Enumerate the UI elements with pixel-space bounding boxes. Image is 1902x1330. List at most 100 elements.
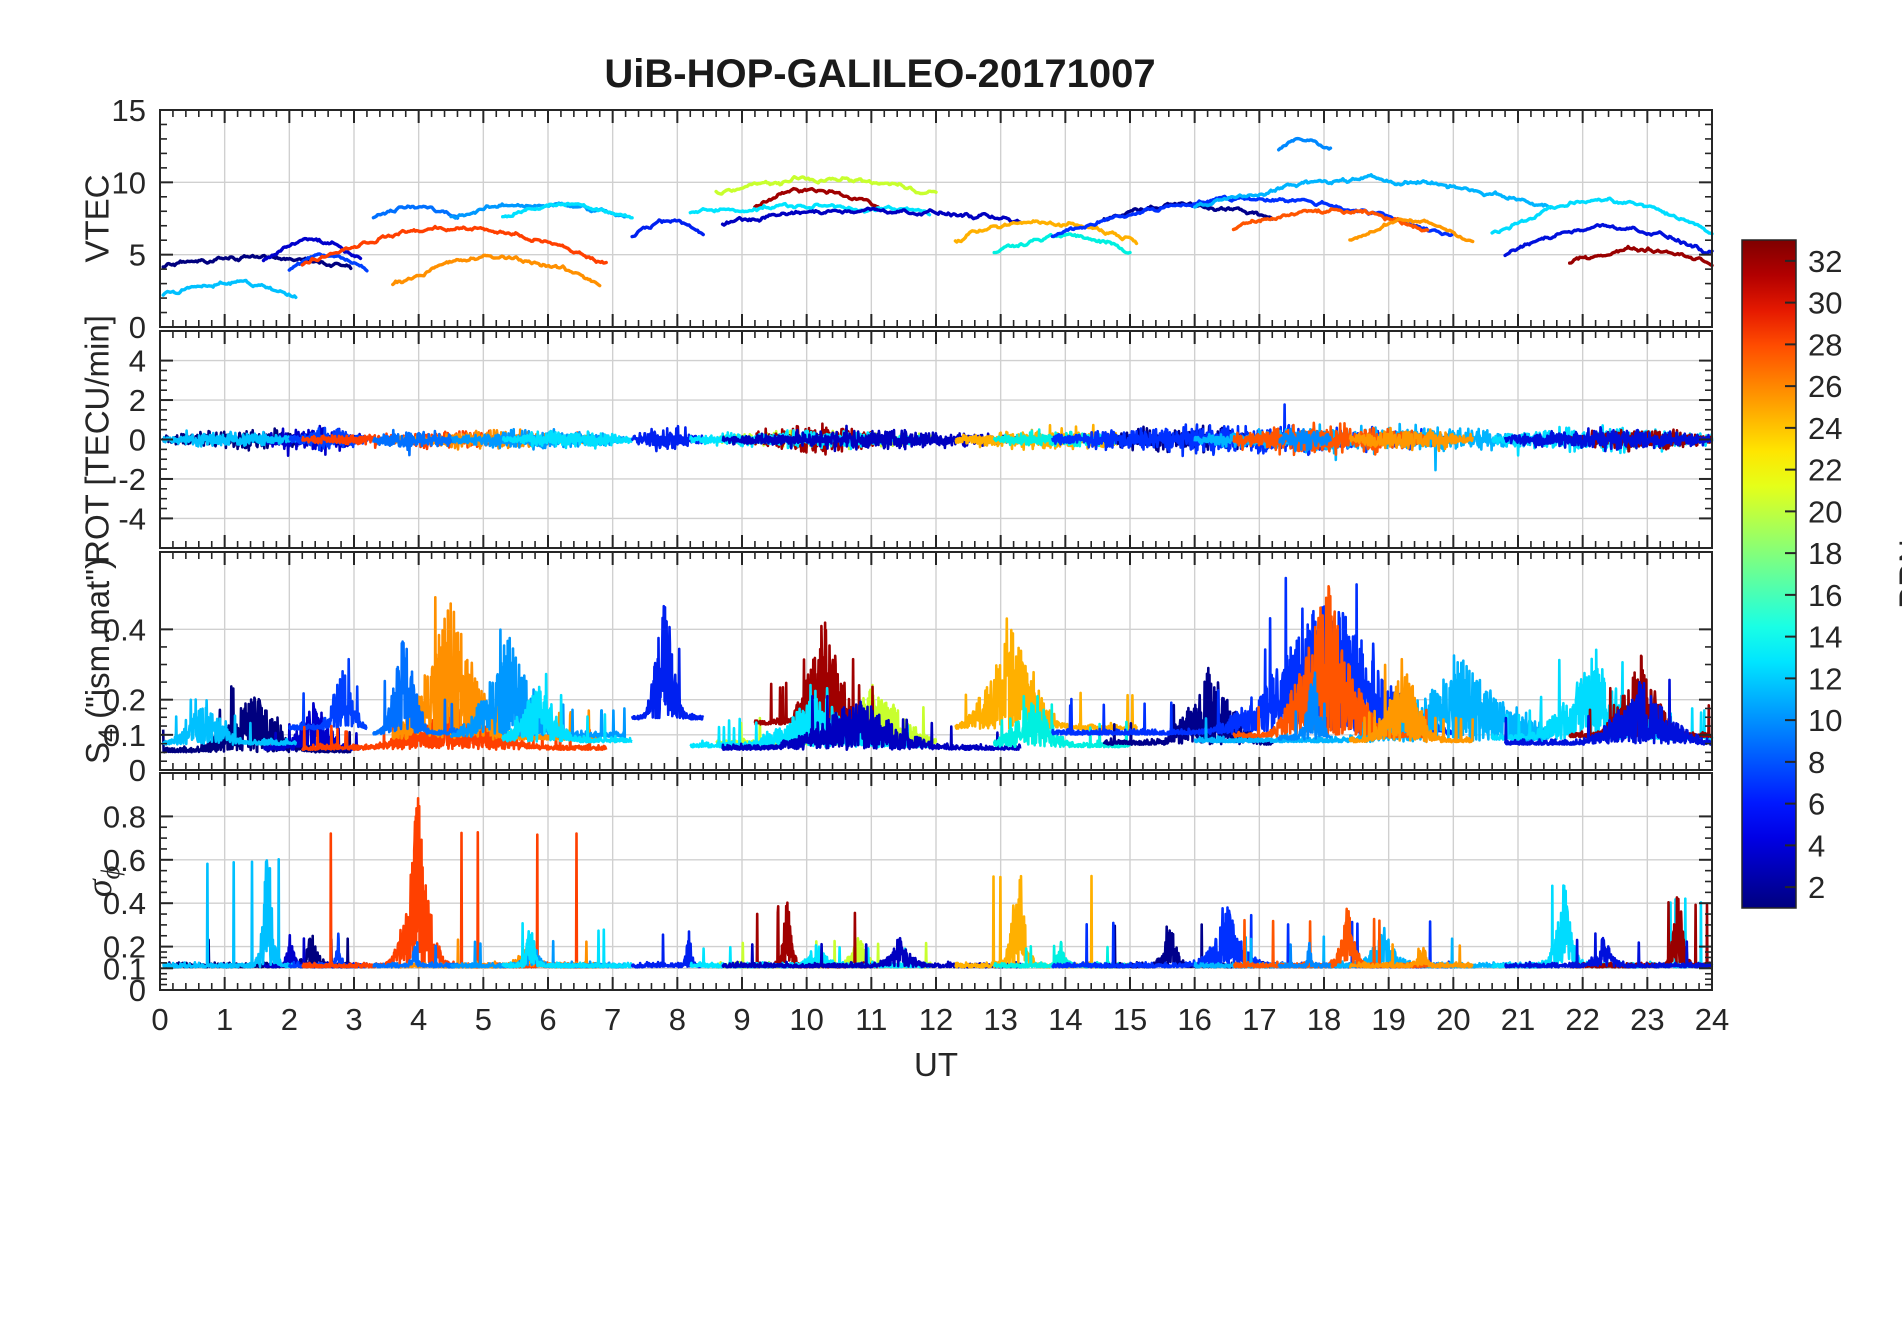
vtec-trace-prn-7	[371, 204, 460, 220]
vtec-trace-prn-22	[953, 219, 1139, 246]
gridlines	[160, 110, 1712, 990]
ytick-label-s4: 0.4	[103, 612, 146, 647]
ytick-label-rot: 0	[129, 423, 146, 458]
yaxis-label-group: VTEC	[79, 174, 116, 262]
s4-trace-prn-12	[501, 672, 633, 744]
ytick-label-sigma: 0.4	[103, 886, 146, 921]
sigma-trace-prn-4	[1504, 932, 1713, 969]
vtec-trace-prn-8	[1277, 136, 1333, 152]
colorbar-tick-label: 24	[1808, 411, 1842, 446]
colorbar-tick-label: 14	[1808, 620, 1842, 655]
vtec-trace-prn-3	[261, 236, 363, 263]
s4-trace-prn-8	[1277, 671, 1332, 741]
s4-trace-prn-4	[1503, 678, 1713, 746]
vtec-trace-prn-31	[753, 186, 880, 209]
vtec-trace-prn-12	[501, 201, 634, 220]
data-traces	[161, 136, 1714, 969]
xtick-label: 17	[1242, 1002, 1276, 1037]
ytick-label-rot: 4	[129, 344, 146, 379]
xtick-label: 13	[983, 1002, 1017, 1037]
ytick-label-s4: 0.1	[103, 718, 146, 753]
s4-trace-prn-3	[721, 694, 1022, 751]
vtec-trace-prn-2	[161, 253, 353, 271]
xtick-label: 12	[919, 1002, 953, 1037]
xtick-label: 23	[1630, 1002, 1664, 1037]
ytick-label-vtec: 10	[112, 165, 146, 200]
colorbar-tick-label: 22	[1808, 453, 1842, 488]
s4-trace-prn-2	[161, 685, 352, 754]
s4-trace-prn-7	[372, 640, 459, 736]
sigma-trace-prn-12	[501, 922, 634, 969]
rot-trace-prn-4	[1503, 426, 1714, 453]
yaxis-label-group: ROT [TECU/min]	[79, 315, 116, 564]
colorbar-tick-label: 12	[1808, 661, 1842, 696]
colorbar-label-group: PRN	[1893, 539, 1902, 609]
colorbar-tick-label: 4	[1808, 828, 1825, 863]
colorbar-tick-label: 10	[1808, 703, 1842, 738]
vtec-trace-prn-26	[300, 224, 608, 267]
colorbar-tick-label: 16	[1808, 578, 1842, 613]
vtec-trace-prn-12	[688, 201, 932, 217]
xtick-label: 10	[789, 1002, 823, 1037]
yaxis-label-group-s4: S4 ("ism.mat")	[79, 558, 122, 764]
xtick-label: 7	[604, 1002, 621, 1037]
rot-trace-prn-8	[1277, 427, 1332, 453]
colorbar-gradient	[1741, 239, 1797, 909]
s4-trace-prn-11	[162, 698, 298, 746]
colorbar-tick-label: 28	[1808, 327, 1842, 362]
rot-trace-prn-11	[161, 429, 298, 448]
colorbar-tick-label: 2	[1808, 870, 1825, 905]
rot-trace-prn-12	[501, 429, 634, 450]
colorbar-tick-label: 8	[1808, 745, 1825, 780]
s4-trace-prn-24	[1348, 657, 1474, 744]
xtick-label: 19	[1371, 1002, 1405, 1037]
sigma-trace-prn-4	[630, 930, 705, 969]
ytick-label-s4: 0.2	[103, 683, 146, 718]
colorbar-tick-label: 32	[1808, 244, 1842, 279]
xtick-label: 4	[410, 1002, 427, 1037]
ytick-label-sigma: 0	[129, 973, 146, 1008]
xtick-label: 2	[281, 1002, 298, 1037]
ytick-label-sigma: 0.6	[103, 843, 146, 878]
rot-trace-prn-24	[1348, 426, 1474, 453]
yaxis-label: ROT [TECU/min]	[79, 315, 116, 564]
ytick-label-rot: 2	[129, 383, 146, 418]
xtick-label: 8	[669, 1002, 686, 1037]
vtec-trace-prn-3	[720, 206, 1022, 227]
colorbar-label: PRN	[1893, 539, 1902, 609]
colorbar-tick-label: 20	[1808, 494, 1842, 529]
s4-trace-prn-4	[630, 604, 705, 721]
vtec-trace-prn-11	[161, 278, 298, 300]
xtick-label: 24	[1695, 1002, 1729, 1037]
xtick-label: 20	[1436, 1002, 1470, 1037]
xaxis-label: UT	[914, 1046, 958, 1083]
yaxis-label: VTEC	[79, 174, 116, 262]
xtick-label: 21	[1501, 1002, 1535, 1037]
vtec-trace-prn-27	[1231, 207, 1430, 233]
vtec-trace-prn-24	[391, 253, 602, 288]
s4-trace-prn-5	[288, 657, 368, 731]
colorbar-tick-label: 26	[1808, 369, 1842, 404]
xtick-label: 1	[216, 1002, 233, 1037]
yaxis-label-sigma: σϕ	[79, 866, 125, 897]
colorbar-tick-label: 6	[1808, 787, 1825, 822]
ytick-label-rot: -4	[118, 501, 146, 536]
sigma-trace-prn-11	[162, 858, 297, 969]
sigma-trace-prn-22	[954, 874, 1138, 969]
xtick-label: 18	[1307, 1002, 1341, 1037]
xtick-label: 6	[539, 1002, 556, 1037]
xtick-label: 14	[1048, 1002, 1082, 1037]
vtec-trace-prn-12	[1490, 196, 1714, 236]
ytick-label-sigma: 0.2	[103, 930, 146, 965]
xtick-label: 15	[1113, 1002, 1147, 1037]
sigma-trace-prn-24	[1348, 943, 1474, 969]
vtec-trace-prn-30	[1568, 244, 1714, 268]
s4-trace-prn-22	[954, 617, 1138, 731]
ytick-label-sigma: 0.8	[103, 799, 146, 834]
ytick-label-s4: 0	[129, 753, 146, 788]
xtick-label: 16	[1177, 1002, 1211, 1037]
ytick-label-vtec: 15	[112, 93, 146, 128]
xtick-label: 3	[345, 1002, 362, 1037]
